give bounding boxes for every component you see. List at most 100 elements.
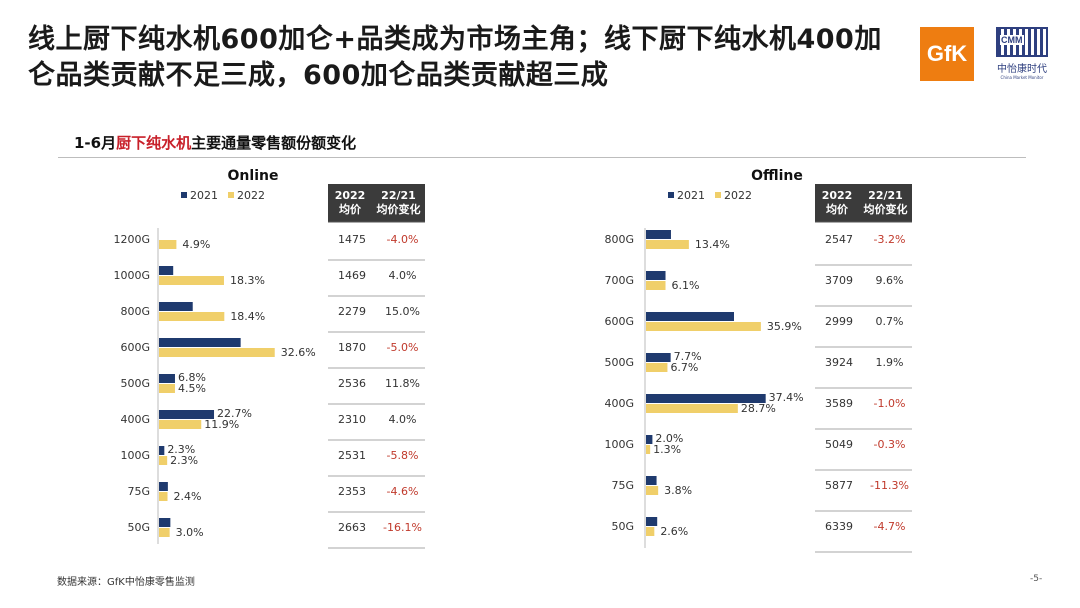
offline-tick-label: 500G — [604, 356, 634, 369]
online-chart-title: Online — [228, 168, 279, 184]
offline-tick-label: 75G — [611, 479, 634, 492]
online-data-label: 2.4% — [174, 490, 202, 503]
online-data-label: 3.0% — [176, 526, 204, 539]
online-tick-label: 500G — [120, 377, 150, 390]
online-data-label: 6.8% — [178, 371, 206, 384]
online-table-price: 2310 — [338, 413, 366, 426]
online-data-label: 18.3% — [230, 274, 265, 287]
online-legend-label-2021: 2021 — [190, 189, 218, 202]
offline-table-price: 3709 — [825, 274, 853, 287]
online-bar-2022 — [159, 456, 168, 465]
cmm-logo-en: China Market Monitor — [1000, 75, 1044, 80]
offline-data-label: 28.7% — [741, 402, 776, 415]
online-table-header: 均价 — [339, 202, 362, 216]
offline-bar-2022 — [646, 527, 655, 536]
online-tick-label: 50G — [127, 521, 150, 534]
online-tick-label: 600G — [120, 341, 150, 354]
online-bar-2022 — [159, 348, 275, 357]
online-bar-2021 — [159, 302, 193, 311]
offline-data-label: 37.4% — [769, 391, 804, 404]
cmm-logo-cn: 中怡康时代 — [997, 64, 1047, 75]
cmm-logo-text: CMM — [1000, 35, 1024, 45]
offline-tick-label: 400G — [604, 397, 634, 410]
online-table-change: -4.0% — [387, 233, 419, 246]
online-data-label: 22.7% — [217, 407, 252, 420]
online-table-price: 1475 — [338, 233, 366, 246]
offline-bar-2021 — [646, 230, 671, 239]
offline-bar-2021 — [646, 353, 671, 362]
online-table-change: 4.0% — [389, 269, 417, 282]
online-table-change: -5.8% — [387, 449, 419, 462]
online-data-label: 18.4% — [230, 310, 265, 323]
header-divider — [58, 157, 1026, 158]
online-data-label: 11.9% — [204, 418, 239, 431]
offline-data-label: 3.8% — [664, 484, 692, 497]
offline-data-label: 7.7% — [674, 350, 702, 363]
offline-bar-2022 — [646, 322, 761, 331]
offline-bar-2022 — [646, 445, 651, 454]
offline-data-label: 35.9% — [767, 320, 802, 333]
online-table-header: 2022 — [335, 189, 366, 202]
offline-data-label: 6.7% — [670, 361, 698, 374]
online-tick-label: 1200G — [113, 233, 150, 246]
offline-legend-swatch-2022 — [715, 192, 721, 198]
online-data-label: 4.5% — [178, 382, 206, 395]
offline-table-change: 9.6% — [876, 274, 904, 287]
online-tick-label: 75G — [127, 485, 150, 498]
online-table-change: 4.0% — [389, 413, 417, 426]
offline-table-price: 3589 — [825, 397, 853, 410]
online-data-label: 32.6% — [281, 346, 316, 359]
offline-bar-2021 — [646, 435, 653, 444]
online-tick-label: 100G — [120, 449, 150, 462]
offline-table-change: -4.7% — [874, 520, 906, 533]
offline-bar-2021 — [646, 271, 666, 280]
offline-data-label: 6.1% — [672, 279, 700, 292]
offline-tick-label: 800G — [604, 233, 634, 246]
offline-table-header: 22/21 — [868, 189, 903, 202]
offline-table-change: -0.3% — [874, 438, 906, 451]
subtitle-suffix: 主要通量零售额份额变化 — [191, 134, 357, 152]
online-tick-label: 1000G — [113, 269, 150, 282]
offline-bar-2021 — [646, 394, 766, 403]
offline-data-label: 13.4% — [695, 238, 730, 251]
online-bar-2022 — [159, 312, 225, 321]
offline-table-header-bg — [815, 184, 912, 222]
online-table-price: 2531 — [338, 449, 366, 462]
offline-table-header: 2022 — [822, 189, 853, 202]
offline-data-label: 2.6% — [660, 525, 688, 538]
offline-tick-label: 50G — [611, 520, 634, 533]
page-number: -5- — [1030, 574, 1043, 584]
online-table-change: -16.1% — [383, 521, 422, 534]
offline-table-price: 3924 — [825, 356, 853, 369]
gfk-logo: GfK — [920, 27, 974, 81]
online-bar-2021 — [159, 446, 165, 455]
online-legend-label-2022: 2022 — [237, 189, 265, 202]
section-subtitle: 1-6月厨下纯水机主要通量零售额份额变化 — [74, 132, 356, 153]
online-bar-2021 — [159, 410, 215, 419]
cmm-logo: CMM 中怡康时代 China Market Monitor — [992, 27, 1052, 85]
offline-legend-label-2021: 2021 — [677, 189, 705, 202]
online-table-change: 11.8% — [385, 377, 420, 390]
offline-bar-2022 — [646, 281, 666, 290]
offline-table-header: 均价变化 — [864, 202, 908, 216]
online-bar-2022 — [159, 276, 224, 285]
offline-table-change: -3.2% — [874, 233, 906, 246]
offline-tick-label: 600G — [604, 315, 634, 328]
offline-bar-2022 — [646, 363, 668, 372]
online-table-price: 2353 — [338, 485, 366, 498]
offline-bar-2021 — [646, 517, 658, 526]
online-bar-2022 — [159, 420, 202, 429]
online-table-header-bg — [328, 184, 425, 222]
offline-legend-swatch-2021 — [668, 192, 674, 198]
offline-bar-2022 — [646, 404, 738, 413]
online-bar-2022 — [159, 492, 168, 501]
offline-table-change: -11.3% — [870, 479, 909, 492]
online-data-label: 2.3% — [170, 454, 198, 467]
offline-data-label: 1.3% — [653, 443, 681, 456]
online-data-label: 2.3% — [167, 443, 195, 456]
subtitle-prefix: 1-6月 — [74, 134, 117, 152]
online-legend-swatch-2022 — [228, 192, 234, 198]
offline-chart-title: Offline — [751, 168, 803, 184]
data-source: 数据来源：GfK中怡康零售监测 — [57, 577, 195, 588]
cmm-logo-mark: CMM — [996, 27, 1048, 57]
